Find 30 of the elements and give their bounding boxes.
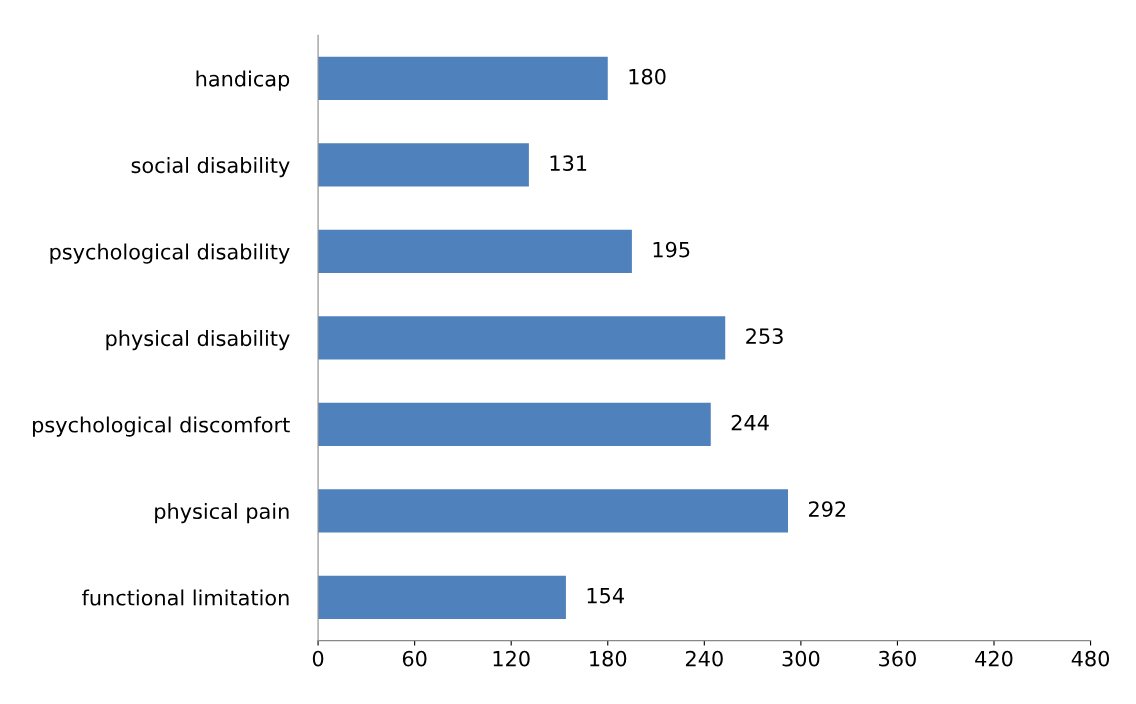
bar: [318, 56, 608, 101]
y-tick-label: handicap: [196, 70, 290, 91]
y-tick-label: physical pain: [155, 502, 289, 524]
x-tick-label: 480: [1071, 650, 1110, 667]
x-tick-label: 420: [975, 650, 1013, 667]
data-label: 180: [629, 68, 666, 85]
data-label: 154: [587, 587, 624, 604]
data-label: 131: [550, 155, 587, 171]
bar: [318, 402, 711, 447]
x-tick-label: 60: [402, 650, 427, 667]
x-tick-label: 240: [685, 650, 723, 667]
y-tick-label: psychological disability: [50, 243, 290, 264]
y-tick-label: social disability: [131, 157, 290, 178]
y-tick-label: functional limitation: [82, 589, 289, 606]
x-tick-label: 180: [590, 650, 627, 667]
bar: [318, 316, 726, 360]
data-label: 253: [746, 328, 783, 344]
y-tick-label: psychological discomfort: [33, 416, 290, 437]
bar: [318, 575, 566, 620]
x-tick-label: 120: [493, 650, 530, 667]
data-label: 292: [808, 501, 846, 517]
x-tick-label: 360: [879, 650, 916, 667]
data-label: 195: [653, 241, 690, 258]
x-tick-label: 300: [782, 650, 820, 667]
bar: [318, 489, 789, 533]
bar: [318, 229, 632, 274]
data-label: 244: [731, 414, 769, 431]
bar: [318, 143, 529, 187]
y-tick-label: physical disability: [106, 330, 290, 351]
x-tick-label: 0: [312, 650, 324, 667]
